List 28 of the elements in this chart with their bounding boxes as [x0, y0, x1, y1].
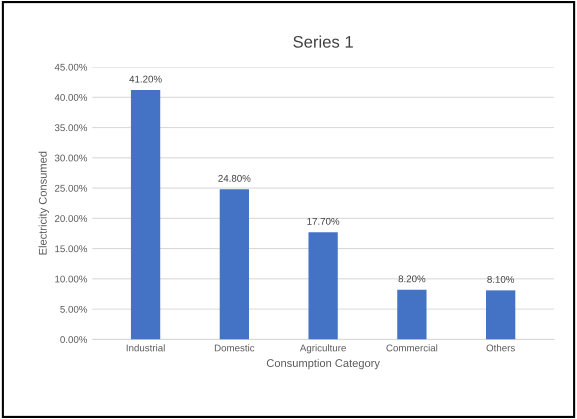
y-tick-label: 40.00% [54, 94, 88, 101]
y-tick-label: 20.00% [54, 215, 88, 222]
x-axis-title: Consumption Category [266, 358, 380, 370]
y-tick-label: 10.00% [55, 276, 88, 282]
y-tick-label: 25.00% [54, 184, 88, 192]
y-tick-label: 35.00% [54, 124, 88, 132]
bar [486, 290, 516, 340]
data-label: 8.10% [487, 276, 514, 283]
x-tick-label: Others [486, 344, 515, 352]
data-label: 17.70% [307, 218, 340, 225]
bar [397, 290, 427, 340]
bar [308, 232, 338, 340]
bar [220, 189, 249, 340]
y-tick-label: 45.00% [54, 64, 88, 71]
y-tick-label: 0.00% [60, 336, 88, 344]
y-tick-label: 5.00% [60, 306, 88, 313]
x-tick-label: Commercial [386, 344, 438, 352]
bar [130, 90, 160, 340]
data-label: 24.80% [218, 174, 250, 182]
x-tick-label: Industrial [126, 344, 165, 352]
data-label: 8.20% [398, 275, 426, 282]
x-tick-label: Agriculture [300, 344, 346, 354]
y-tick-label: 30.00% [54, 154, 88, 162]
data-label: 41.20% [129, 76, 162, 83]
chart-title: Series 1 [293, 36, 353, 48]
y-axis-title: Electricity Consumed [38, 152, 49, 254]
y-tick-label: 15.00% [55, 245, 88, 252]
x-tick-label: Domestic [214, 344, 254, 352]
